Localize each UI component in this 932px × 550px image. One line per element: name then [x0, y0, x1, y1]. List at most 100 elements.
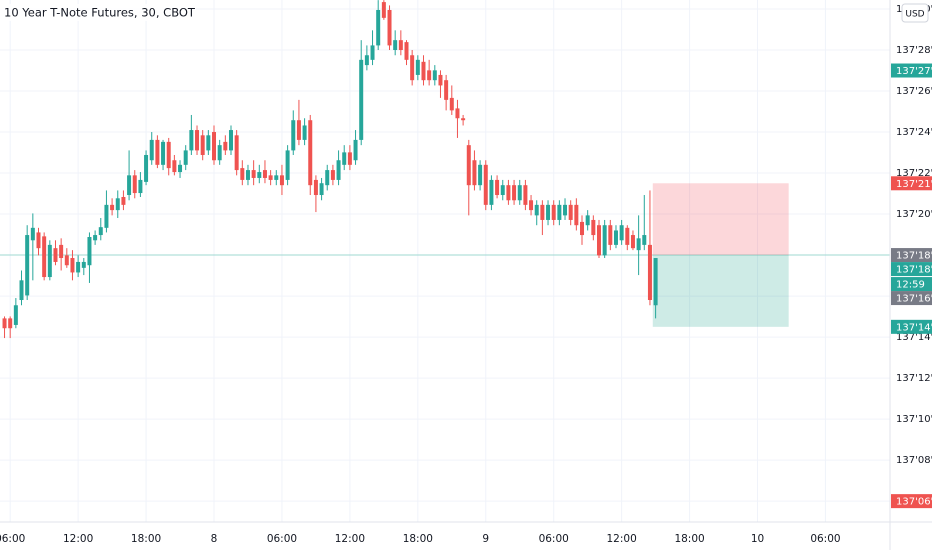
time-axis-bg [0, 522, 932, 550]
candle-body [653, 258, 658, 306]
candle-body [404, 42, 409, 60]
candle-body [325, 170, 330, 186]
currency-label[interactable]: USD [905, 10, 924, 20]
candle-body [432, 70, 437, 81]
price-badge-label: 137'27'0 [896, 66, 932, 77]
candle-body [172, 160, 177, 173]
candle-body [59, 244, 64, 259]
candle-body [478, 164, 483, 186]
candle-body [613, 230, 618, 245]
candle-body [574, 204, 579, 226]
candle-body [121, 196, 126, 205]
candle-body [223, 141, 228, 151]
y-tick-label: 137'12'0 [896, 373, 932, 384]
target-zone[interactable] [652, 255, 789, 327]
candle-body [546, 204, 551, 220]
candle-body [76, 261, 81, 273]
candle-body [240, 168, 245, 180]
candle-body [540, 204, 545, 220]
x-tick-label: 06:00 [810, 533, 840, 545]
candle-body [466, 145, 471, 186]
position-tool[interactable] [0, 183, 890, 327]
candle-body [110, 204, 115, 211]
candle-body [376, 9, 381, 46]
price-badge-label: 137'14'5 [896, 322, 932, 333]
candle-body [93, 235, 98, 241]
candle-body [557, 204, 562, 220]
candle-body [279, 175, 284, 186]
candle-body [472, 160, 477, 186]
candle-body [342, 152, 347, 165]
candle-body [381, 2, 386, 18]
candle-body [483, 164, 488, 205]
candle-body [200, 135, 205, 155]
price-badge [891, 63, 932, 78]
chart-title: 10 Year T-Note Futures, 30, CBOT [4, 6, 196, 20]
candle-body [251, 170, 256, 178]
candle-body [268, 175, 273, 180]
y-tick-label: 137'22'0 [896, 168, 932, 179]
x-tick-label: 12:00 [607, 533, 637, 545]
price-badge [891, 277, 932, 292]
price-badges: 137'27'0 137'21'5 137'18'0 137'18'0 12:59 137… [891, 63, 932, 509]
price-badge [891, 494, 932, 509]
candle-body [161, 141, 166, 165]
candle-body [398, 40, 403, 51]
candle-body [132, 175, 137, 194]
candle-body [506, 185, 511, 201]
candle-body [81, 261, 86, 268]
x-tick-label: 12:00 [63, 533, 93, 545]
y-tick-label: 137'20'0 [896, 209, 932, 220]
title-bg [0, 4, 196, 21]
price-badge-label: 137'06'0 [896, 497, 932, 508]
candle-body [444, 80, 449, 100]
candle-body [449, 97, 454, 111]
candle-body [602, 225, 607, 256]
candle-body [591, 219, 596, 236]
candle-body [568, 204, 573, 220]
candle-body [421, 61, 426, 81]
y-tick-label: 137'14'0 [896, 332, 932, 343]
stop-zone[interactable] [652, 183, 789, 256]
candle-body [166, 141, 171, 169]
candle-body [206, 135, 211, 151]
x-tick-label: 8 [211, 533, 218, 545]
currency-button[interactable] [901, 3, 929, 23]
candle-body [302, 125, 307, 140]
candle-body [370, 45, 375, 60]
candle-body [364, 55, 369, 66]
candle-body [245, 170, 250, 180]
candle-body [461, 118, 466, 121]
candle-body [636, 238, 641, 251]
candle-body [455, 108, 460, 119]
y-tick-label: 137'28'0 [896, 45, 932, 56]
candle-body [330, 170, 335, 180]
price-badge [891, 319, 932, 334]
y-tick-label: 137'26'0 [896, 86, 932, 97]
candle-body [517, 185, 522, 201]
candle-body [291, 120, 296, 151]
candles [2, 0, 658, 339]
candle-body [495, 179, 500, 196]
candle-body [178, 164, 183, 173]
axes: 137'30'0137'28'0137'26'0137'24'0137'22'0… [0, 4, 932, 545]
candle-body [36, 232, 41, 249]
candle-body [512, 185, 517, 201]
y-tick-label: 137'10'0 [896, 414, 932, 425]
price-badge [891, 291, 932, 306]
price-badge-label: 12:59 [896, 280, 925, 291]
candle-body [70, 258, 75, 273]
candle-body [642, 235, 647, 245]
candle-body [410, 55, 415, 81]
candle-body [2, 318, 7, 329]
candle-body [234, 135, 239, 171]
candle-body [359, 59, 364, 140]
candle-body [313, 179, 318, 196]
x-tick-label: 06:00 [539, 533, 569, 545]
price-badge [891, 248, 932, 263]
candle-body [308, 120, 313, 186]
candle-body [217, 145, 222, 161]
price-badge [891, 262, 932, 277]
candle-body [64, 255, 69, 266]
